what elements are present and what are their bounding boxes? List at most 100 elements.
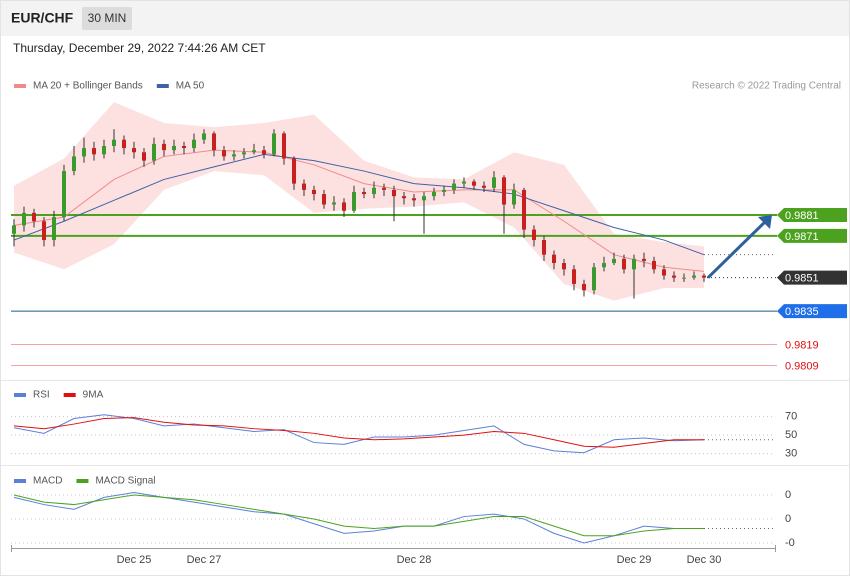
candle-body [202, 133, 206, 140]
candle-body [662, 269, 666, 276]
candle-body [12, 225, 16, 234]
candle-body [632, 258, 636, 270]
candle-body [272, 133, 276, 155]
candle-body [362, 191, 366, 195]
forecast-arrowhead [758, 214, 772, 229]
source-credit: Research © 2022 Trading Central [692, 81, 841, 92]
legend-swatch [76, 479, 89, 483]
legend-swatch [156, 84, 169, 88]
level-tag [777, 207, 847, 222]
candle-body [352, 191, 356, 211]
legend-label: MACD [33, 476, 62, 487]
candle-body [22, 212, 26, 226]
candle-body [142, 152, 146, 161]
candle-body [492, 177, 496, 188]
level-label: 0.9851 [785, 273, 819, 285]
candle-body [692, 275, 696, 278]
candle-body [522, 189, 526, 230]
legend-label: MACD Signal [95, 476, 155, 487]
candle-body [652, 260, 656, 270]
interval[interactable]: 30 MIN [88, 11, 127, 25]
candle-body [152, 143, 156, 161]
level-tag [777, 270, 847, 285]
candle-body [392, 189, 396, 197]
candle-body [542, 240, 546, 255]
forecast-arrow [706, 219, 768, 279]
candle-body [42, 221, 46, 241]
candle-body [572, 269, 576, 284]
legend-label: 9MA [83, 390, 104, 401]
candle-body [472, 181, 476, 186]
interval-badge[interactable] [82, 7, 132, 30]
candle-body [232, 154, 236, 157]
x-tick-label: Dec 30 [687, 554, 722, 566]
bollinger-band [14, 102, 704, 301]
candle-body [252, 150, 256, 153]
level-label: 0.9819 [785, 339, 819, 351]
timestamp: Thursday, December 29, 2022 7:44:26 AM C… [13, 41, 266, 55]
candle-body [592, 267, 596, 291]
legend-label: MA 20 + Bollinger Bands [33, 81, 143, 92]
candle-body [242, 152, 246, 155]
candle-body [262, 150, 266, 155]
legend-swatch [14, 479, 26, 483]
candle-body [432, 191, 436, 197]
level-tag [777, 228, 847, 243]
indicator-line [13, 492, 704, 544]
candle-body [422, 196, 426, 201]
candle-body [102, 145, 106, 155]
candle-body [312, 189, 316, 195]
y-tick-label: -0 [785, 537, 795, 549]
candle-body [682, 277, 686, 279]
candle-body [622, 258, 626, 270]
level-label: 0.9881 [785, 210, 819, 222]
candle-body [112, 139, 116, 146]
candle-body [552, 254, 556, 264]
y-tick-label: 0 [785, 513, 791, 525]
candle-body [482, 185, 486, 188]
x-tick-label: Dec 27 [187, 554, 222, 566]
candle-body [122, 139, 126, 149]
candle-body [82, 148, 86, 157]
candle-body [562, 263, 566, 270]
candle-body [442, 189, 446, 192]
candle-body [582, 283, 586, 291]
candle-body [452, 183, 456, 190]
candle-body [642, 258, 646, 261]
candle-body [132, 148, 136, 153]
candle-body [172, 145, 176, 151]
candle-body [702, 275, 706, 278]
candle-body [322, 194, 326, 205]
candle-body [32, 212, 36, 222]
candle-body [92, 148, 96, 155]
level-label: 0.9835 [785, 306, 819, 318]
candle-body [62, 171, 66, 218]
level-label: 0.9809 [785, 360, 819, 372]
candle-body [512, 189, 516, 205]
candle-body [382, 187, 386, 190]
candle-body [162, 143, 166, 151]
candle-body [502, 177, 506, 205]
candle-body [372, 187, 376, 195]
y-tick-label: 50 [785, 429, 797, 441]
legend-swatch [14, 84, 26, 88]
candle-body [302, 183, 306, 190]
ma-line [13, 149, 705, 272]
candle-body [672, 275, 676, 278]
indicator-line [13, 417, 704, 448]
legend-swatch [63, 393, 76, 397]
candle-body [342, 202, 346, 211]
legend-label: RSI [33, 390, 50, 401]
candle-body [412, 198, 416, 201]
x-tick-label: Dec 25 [117, 554, 152, 566]
y-tick-label: 30 [785, 448, 797, 460]
candle-body [52, 217, 56, 241]
indicator-line [13, 494, 704, 537]
candle-body [212, 133, 216, 151]
candle-body [602, 263, 606, 268]
header-bar [1, 1, 849, 36]
y-tick-label: 70 [785, 411, 797, 423]
legend-swatch [14, 393, 26, 397]
candle-body [332, 202, 336, 205]
